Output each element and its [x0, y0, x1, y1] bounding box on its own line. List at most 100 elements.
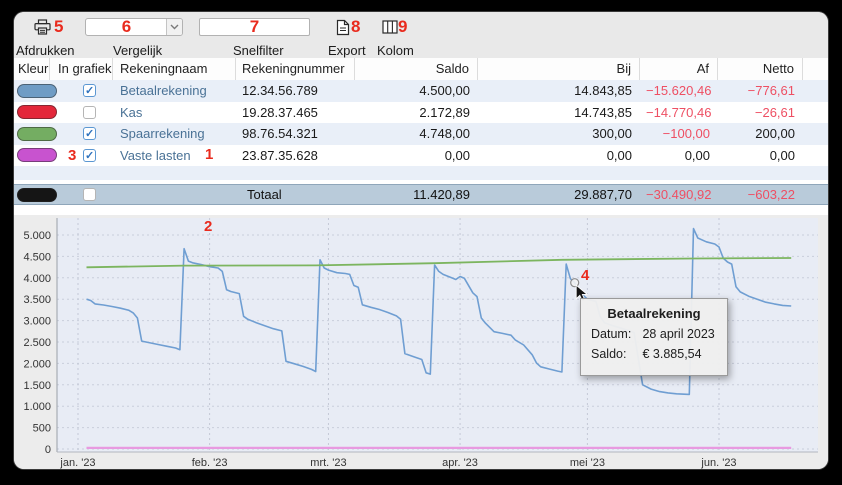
- saldo-value: 4.500,00: [419, 83, 470, 99]
- annotation-4: 4: [581, 267, 590, 284]
- compare-dropdown[interactable]: [85, 18, 183, 36]
- in-graph-checkbox[interactable]: [83, 127, 96, 141]
- annotation-6: 6: [121, 17, 132, 36]
- bij-value: 300,00: [592, 126, 632, 142]
- annotation-1: 1: [205, 146, 214, 163]
- col-header-netto[interactable]: Netto: [718, 58, 803, 80]
- table-row-vaste-lasten[interactable]: Vaste lasten 23.87.35.628 0,00 0,00 0,00…: [14, 145, 828, 167]
- account-number: 19.28.37.465: [242, 104, 318, 120]
- svg-text:3.500: 3.500: [23, 294, 51, 306]
- quickfilter-input[interactable]: [199, 18, 310, 36]
- af-value: −15.620,46: [646, 83, 712, 99]
- total-bij: 29.887,70: [574, 187, 632, 202]
- account-name: Vaste lasten: [120, 147, 191, 163]
- svg-text:2.500: 2.500: [23, 337, 51, 349]
- color-pill[interactable]: [17, 105, 57, 120]
- svg-text:3.000: 3.000: [23, 316, 51, 328]
- saldo-value: 2.172,89: [419, 104, 470, 120]
- netto-value: −26,61: [754, 104, 795, 120]
- netto-value: −776,61: [747, 83, 795, 99]
- total-af: −30.490,92: [646, 187, 712, 202]
- toolbar: 5 Afdrukken 6 Vergelijk 7 Snelfilter 8 E…: [14, 12, 828, 59]
- col-header-bij[interactable]: Bij: [478, 58, 640, 80]
- af-value: −100,00: [662, 126, 710, 142]
- svg-text:mrt. '23: mrt. '23: [310, 457, 346, 469]
- in-graph-checkbox[interactable]: [83, 148, 96, 162]
- netto-value: 200,00: [755, 126, 795, 142]
- svg-text:mei '23: mei '23: [570, 457, 605, 469]
- annotation-7: 7: [249, 17, 260, 36]
- color-pill-total: [17, 187, 57, 202]
- tooltip-datum-label: Datum:: [591, 327, 632, 341]
- total-checkbox[interactable]: [83, 188, 96, 201]
- columns-button-label[interactable]: Kolom: [377, 43, 414, 58]
- annotation-2: 2: [204, 218, 213, 235]
- tooltip-saldo-value: € 3.885,54: [642, 347, 702, 361]
- account-name: Kas: [120, 104, 143, 120]
- bij-value: 0,00: [606, 147, 632, 163]
- account-number: 98.76.54.321: [242, 126, 318, 142]
- in-graph-checkbox[interactable]: [83, 105, 96, 119]
- col-header-rekeningnummer[interactable]: Rekeningnummer: [236, 58, 355, 80]
- col-header-kleur[interactable]: Kleur: [14, 58, 50, 80]
- col-header-saldo[interactable]: Saldo: [355, 58, 478, 80]
- in-graph-checkbox[interactable]: [83, 84, 96, 98]
- annotation-8: 8: [351, 17, 361, 36]
- col-header-in-grafiek[interactable]: In grafiek: [50, 58, 113, 80]
- tooltip-datum-value: 28 april 2023: [642, 327, 715, 341]
- compare-dropdown-label: Vergelijk: [113, 43, 163, 58]
- netto-value: 0,00: [769, 147, 795, 163]
- svg-text:feb. '23: feb. '23: [192, 457, 228, 469]
- table-row-spaarrekening[interactable]: Spaarrekening 98.76.54.321 4.748,00 300,…: [14, 123, 828, 145]
- print-button-label[interactable]: Afdrukken: [16, 43, 75, 58]
- svg-text:2.000: 2.000: [23, 358, 51, 370]
- color-pill[interactable]: [17, 83, 57, 98]
- af-value: −14.770,46: [646, 104, 712, 120]
- total-netto: −603,22: [747, 187, 795, 202]
- quickfilter-label: Snelfilter: [233, 43, 284, 58]
- svg-text:1.500: 1.500: [23, 380, 51, 392]
- svg-text:0: 0: [45, 444, 51, 456]
- account-name: Spaarrekening: [120, 126, 205, 142]
- bij-value: 14.843,85: [574, 83, 632, 99]
- account-name: Betaalrekening: [120, 83, 207, 99]
- table-header: Kleur In grafiek Rekeningnaam Rekeningnu…: [14, 58, 828, 81]
- export-button-label[interactable]: Export: [328, 43, 366, 58]
- tooltip-saldo-label: Saldo:: [591, 347, 627, 361]
- saldo-value: 4.748,00: [419, 126, 470, 142]
- saldo-value: 0,00: [444, 147, 470, 163]
- svg-text:5.000: 5.000: [23, 230, 51, 242]
- af-value: 0,00: [684, 147, 710, 163]
- svg-text:500: 500: [33, 423, 51, 435]
- annotation-3: 3: [68, 147, 77, 164]
- total-label: Totaal: [247, 187, 282, 202]
- annotation-9: 9: [398, 17, 408, 36]
- empty-zebra-strip: [14, 166, 828, 180]
- chart-tooltip: Betaalrekening Datum: 28 april 2023 Sald…: [580, 298, 728, 376]
- chart-svg: 0 500 1.000 1.500 2.000 2.500 3.000 3.500 4.000 4…: [23, 218, 818, 469]
- chevron-down-icon[interactable]: [166, 19, 182, 35]
- color-pill[interactable]: [17, 148, 57, 163]
- col-header-af[interactable]: Af: [640, 58, 718, 80]
- total-row: Totaal 11.420,89 29.887,70 −30.490,92 −6…: [14, 184, 828, 205]
- color-pill[interactable]: [17, 126, 57, 141]
- table-row-kas[interactable]: Kas 19.28.37.465 2.172,89 14.743,85 −14.…: [14, 102, 828, 124]
- svg-text:jun. '23: jun. '23: [700, 457, 736, 469]
- svg-text:1.000: 1.000: [23, 401, 51, 413]
- tooltip-title: Betaalrekening: [607, 306, 701, 321]
- export-icon[interactable]: [336, 19, 350, 36]
- total-saldo: 11.420,89: [413, 187, 470, 202]
- columns-icon[interactable]: [382, 20, 398, 34]
- accounts-table: Kleur In grafiek Rekeningnaam Rekeningnu…: [14, 58, 828, 215]
- app-window: 5 Afdrukken 6 Vergelijk 7 Snelfilter 8 E…: [14, 12, 828, 469]
- account-number: 23.87.35.628: [242, 147, 318, 163]
- svg-text:4.000: 4.000: [23, 273, 51, 285]
- svg-text:jan. '23: jan. '23: [59, 457, 95, 469]
- balance-chart[interactable]: 0 500 1.000 1.500 2.000 2.500 3.000 3.500 4.000 4…: [14, 215, 828, 469]
- annotation-5: 5: [54, 17, 64, 36]
- col-header-rekeningnaam[interactable]: Rekeningnaam: [113, 58, 236, 80]
- print-icon[interactable]: [34, 19, 51, 35]
- bij-value: 14.743,85: [574, 104, 632, 120]
- table-row-betaalrekening[interactable]: Betaalrekening 12.34.56.789 4.500,00 14.…: [14, 80, 828, 102]
- col-header-extra: [803, 58, 828, 80]
